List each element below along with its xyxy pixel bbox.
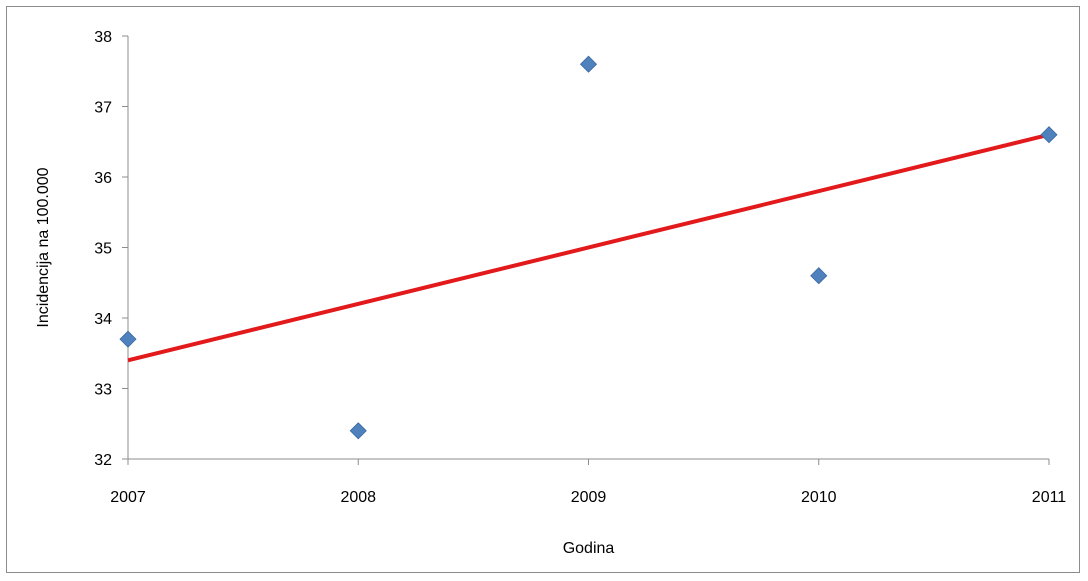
x-tick-label: 2010 [801, 489, 837, 506]
y-tick-label: 33 [94, 382, 112, 399]
y-tick-label: 36 [94, 170, 112, 187]
x-tick-group: 2007 2008 2009 2010 2011 [110, 459, 1066, 506]
y-tick-label: 37 [94, 100, 112, 117]
y-tick-label: 38 [94, 29, 112, 46]
data-point-diamond [349, 422, 367, 440]
data-point-diamond [119, 330, 137, 348]
y-tick-label: 34 [94, 311, 112, 328]
y-tick-label: 32 [94, 452, 112, 469]
data-point-diamond [1040, 126, 1058, 144]
data-point-diamond [579, 55, 598, 73]
x-tick-label: 2011 [1032, 489, 1067, 506]
y-axis-title: Incidencija na 100.000 [35, 167, 52, 327]
data-point-diamond [810, 267, 828, 285]
chart-frame [6, 6, 1080, 573]
data-points [119, 55, 1058, 440]
y-tick-label: 35 [94, 241, 112, 258]
x-tick-label: 2007 [110, 489, 146, 506]
linear-trendline [127, 132, 1050, 363]
y-tick-group: 32 33 34 35 36 37 38 [94, 29, 128, 469]
x-tick-label: 2008 [340, 489, 376, 506]
x-axis-title: Godina [563, 540, 615, 557]
x-tick-label: 2009 [571, 489, 607, 506]
